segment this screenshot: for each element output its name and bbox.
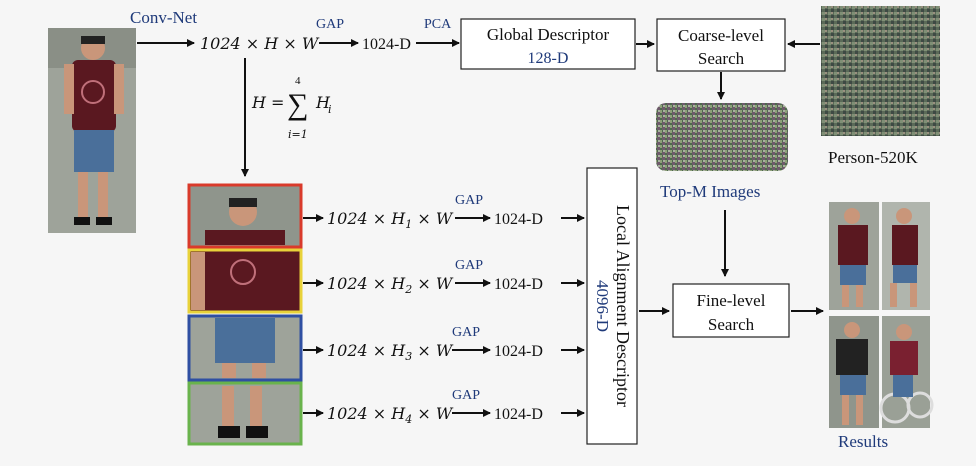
results-label: Results bbox=[838, 432, 888, 451]
person-database-image bbox=[821, 6, 940, 136]
result-image-4 bbox=[879, 316, 934, 428]
coarse-search-line1: Coarse-level bbox=[678, 26, 764, 45]
top-m-images-mosaic bbox=[656, 103, 788, 171]
result-image-3 bbox=[829, 316, 879, 428]
query-person-image bbox=[48, 28, 136, 233]
local-descriptor-title: Local Alignment Descriptor bbox=[613, 205, 633, 407]
part-3-gap-label: GAP bbox=[452, 325, 480, 340]
part-4-gap-label: GAP bbox=[452, 388, 480, 403]
global-descriptor-box: Global Descriptor 128-D bbox=[460, 18, 636, 70]
person-db-label: Person-520K bbox=[828, 148, 918, 167]
part-crop-4 bbox=[187, 381, 303, 446]
result-image-1 bbox=[829, 202, 879, 310]
global-descriptor-dim: 128-D bbox=[528, 50, 569, 67]
top-m-label: Top-M Images bbox=[660, 182, 760, 201]
vec-1024-global: 1024-D bbox=[362, 36, 411, 53]
sum-term: H bbox=[315, 93, 331, 112]
sum-lower-limit: i=1 bbox=[288, 128, 308, 141]
sum-symbol: ∑ bbox=[287, 88, 308, 121]
sum-upper-limit: 4 bbox=[295, 75, 301, 87]
part-2-feature-label: 1024 × H2 × W bbox=[327, 274, 454, 296]
local-descriptor-dim: 4096-D bbox=[593, 280, 612, 332]
coarse-search-box: Coarse-level Search bbox=[656, 18, 786, 72]
conv-net-label: Conv-Net bbox=[130, 8, 197, 27]
part-crop-3 bbox=[187, 314, 303, 382]
fine-search-line1: Fine-level bbox=[697, 291, 766, 310]
part-4-output-label: 1024-D bbox=[494, 406, 543, 423]
global-descriptor-title: Global Descriptor bbox=[487, 25, 610, 44]
part-2-output-label: 1024-D bbox=[494, 276, 543, 293]
feature-map-label: 1024 × H × W bbox=[200, 34, 320, 53]
part-4-feature-label: 1024 × H4 × W bbox=[327, 404, 454, 426]
part-crop-2 bbox=[187, 248, 303, 314]
fine-search-line2: Search bbox=[708, 315, 755, 334]
part-3-feature-label: 1024 × H3 × W bbox=[327, 341, 454, 363]
part-1-gap-label: GAP bbox=[455, 193, 483, 208]
results-grid bbox=[829, 202, 934, 428]
part-1-output-label: 1024-D bbox=[494, 211, 543, 228]
split-h-label: H = bbox=[251, 93, 284, 112]
coarse-search-line2: Search bbox=[698, 49, 745, 68]
part-3-output-label: 1024-D bbox=[494, 343, 543, 360]
local-descriptor-box: Local Alignment Descriptor 4096-D bbox=[586, 167, 638, 445]
part-2-gap-label: GAP bbox=[455, 258, 483, 273]
sum-term-sub: i bbox=[328, 103, 332, 116]
pca-label: PCA bbox=[424, 17, 452, 32]
gap-label-global: GAP bbox=[316, 17, 344, 32]
split-formula: H = ∑ 4 i=1 H i bbox=[251, 75, 332, 141]
part-crop-1 bbox=[187, 183, 303, 249]
part-1-feature-label: 1024 × H1 × W bbox=[327, 209, 454, 231]
result-image-2 bbox=[882, 202, 930, 310]
fine-search-box: Fine-level Search bbox=[672, 283, 790, 338]
